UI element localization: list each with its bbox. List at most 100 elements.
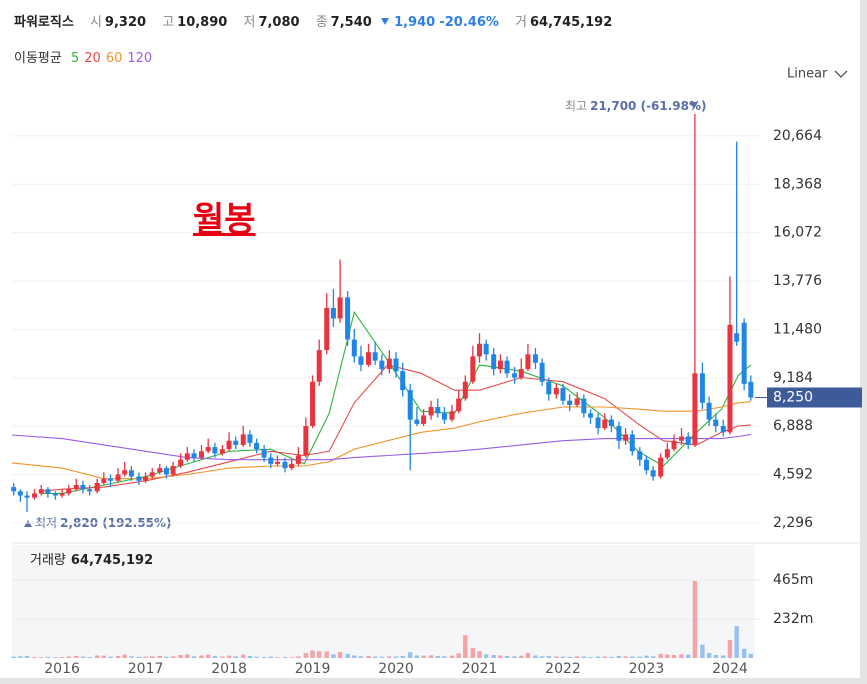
- volume-tick-label: 232m: [773, 611, 813, 627]
- volume-bar: [692, 581, 698, 658]
- scale-label[interactable]: Linear: [787, 67, 828, 82]
- annotation: 월봉: [193, 200, 256, 240]
- volume-bar: [442, 656, 447, 658]
- candle-body: [379, 360, 385, 370]
- candle-body: [616, 425, 622, 441]
- candle-body: [699, 373, 705, 403]
- candle-body: [59, 493, 65, 496]
- y-tick-label: 18,368: [773, 176, 822, 192]
- candle-body: [254, 442, 260, 450]
- volume-bar: [24, 655, 30, 658]
- legend-entry[interactable]: 60: [105, 51, 123, 66]
- summary-key: 종: [315, 15, 328, 30]
- volume-bar: [734, 626, 739, 658]
- last-price-tag: [767, 387, 862, 408]
- volume-bar: [18, 656, 23, 658]
- x-tick-label: 2016: [44, 661, 80, 677]
- volume-label: 거래량: [30, 553, 66, 568]
- volume-bar: [671, 654, 677, 658]
- volume-bar: [296, 656, 301, 658]
- candle-body: [11, 487, 17, 492]
- candle-body: [491, 354, 497, 370]
- candle-body: [122, 470, 128, 475]
- candle-body: [282, 461, 288, 469]
- volume-bar: [352, 655, 357, 658]
- volume-bar: [727, 640, 733, 658]
- candle-body: [337, 297, 343, 319]
- candle-body: [316, 350, 322, 382]
- last-price-label: 8,250: [773, 390, 813, 406]
- x-tick-label: 2017: [128, 661, 164, 677]
- volume-bar: [713, 654, 718, 658]
- volume-bar: [741, 648, 747, 658]
- header: 파워로직스 시 9,320 고 10,890 저 7,080 종 7,540 1,940…: [14, 11, 612, 30]
- x-tick-label: 2023: [629, 661, 665, 677]
- candle-body: [518, 369, 524, 378]
- volume-bar: [686, 654, 691, 658]
- candle-body: [727, 324, 733, 433]
- volume-bar: [268, 656, 273, 658]
- volume-bar: [748, 653, 754, 658]
- summary-key: 고: [162, 15, 175, 30]
- candle-body: [428, 407, 434, 416]
- legend-entry[interactable]: 120: [127, 51, 153, 66]
- candle-body: [692, 373, 698, 445]
- candle-body: [421, 415, 427, 424]
- volume-bar: [101, 655, 107, 658]
- volume-bar: [233, 656, 238, 658]
- volume-bar: [483, 654, 489, 658]
- candle-body: [240, 434, 246, 445]
- x-tick-label: 2019: [295, 661, 331, 677]
- candle-body: [470, 356, 476, 382]
- volume-bar: [588, 656, 593, 658]
- volume-bar: [115, 655, 121, 658]
- candle-body: [664, 449, 670, 458]
- volume-bar: [393, 656, 399, 658]
- ma-title: 이동평균: [14, 51, 62, 66]
- volume-bar: [616, 655, 622, 658]
- volume-bar: [525, 652, 531, 658]
- candle-body: [303, 425, 309, 456]
- volume-bar: [372, 656, 378, 658]
- candle-body: [94, 482, 100, 492]
- volume-bar: [609, 656, 614, 658]
- candle-body: [345, 297, 351, 340]
- volume-bar: [59, 656, 65, 658]
- volume-bar: [303, 652, 309, 658]
- volume-bar: [185, 654, 190, 658]
- volume-bar: [658, 653, 663, 658]
- candle-body: [435, 407, 441, 414]
- y-tick-label: 9,184: [773, 370, 813, 386]
- candle-body: [274, 461, 280, 464]
- volume-bar: [136, 656, 142, 658]
- legend-entry[interactable]: 5: [70, 51, 80, 66]
- volume-bar: [630, 656, 635, 658]
- legend-entry[interactable]: 20: [84, 51, 101, 66]
- y-tick-label: 2,296: [773, 515, 813, 531]
- candle-body: [608, 419, 614, 426]
- volume-bar: [650, 656, 656, 658]
- candle-body: [685, 436, 691, 445]
- x-tick-label: 2021: [462, 661, 498, 677]
- dropdown-icon[interactable]: [834, 70, 848, 78]
- volume-bar: [11, 656, 16, 658]
- candle-body: [629, 434, 635, 452]
- candle-body: [748, 381, 754, 398]
- summary-value: 10,890: [177, 15, 228, 30]
- volume-bar: [205, 654, 211, 658]
- candle-body: [289, 463, 295, 469]
- candle-body: [393, 358, 399, 372]
- candle-body: [713, 419, 719, 426]
- candle-body: [212, 447, 218, 454]
- volume-bar: [317, 651, 322, 658]
- high-arrow: [690, 102, 698, 109]
- volume-bar: [143, 656, 148, 658]
- volume-bar: [275, 657, 280, 658]
- candle-body: [372, 352, 378, 361]
- volume-total: 64,745,192: [71, 553, 153, 568]
- volume-bar: [679, 654, 684, 658]
- candle-body: [679, 436, 685, 441]
- volume-bar: [665, 654, 670, 658]
